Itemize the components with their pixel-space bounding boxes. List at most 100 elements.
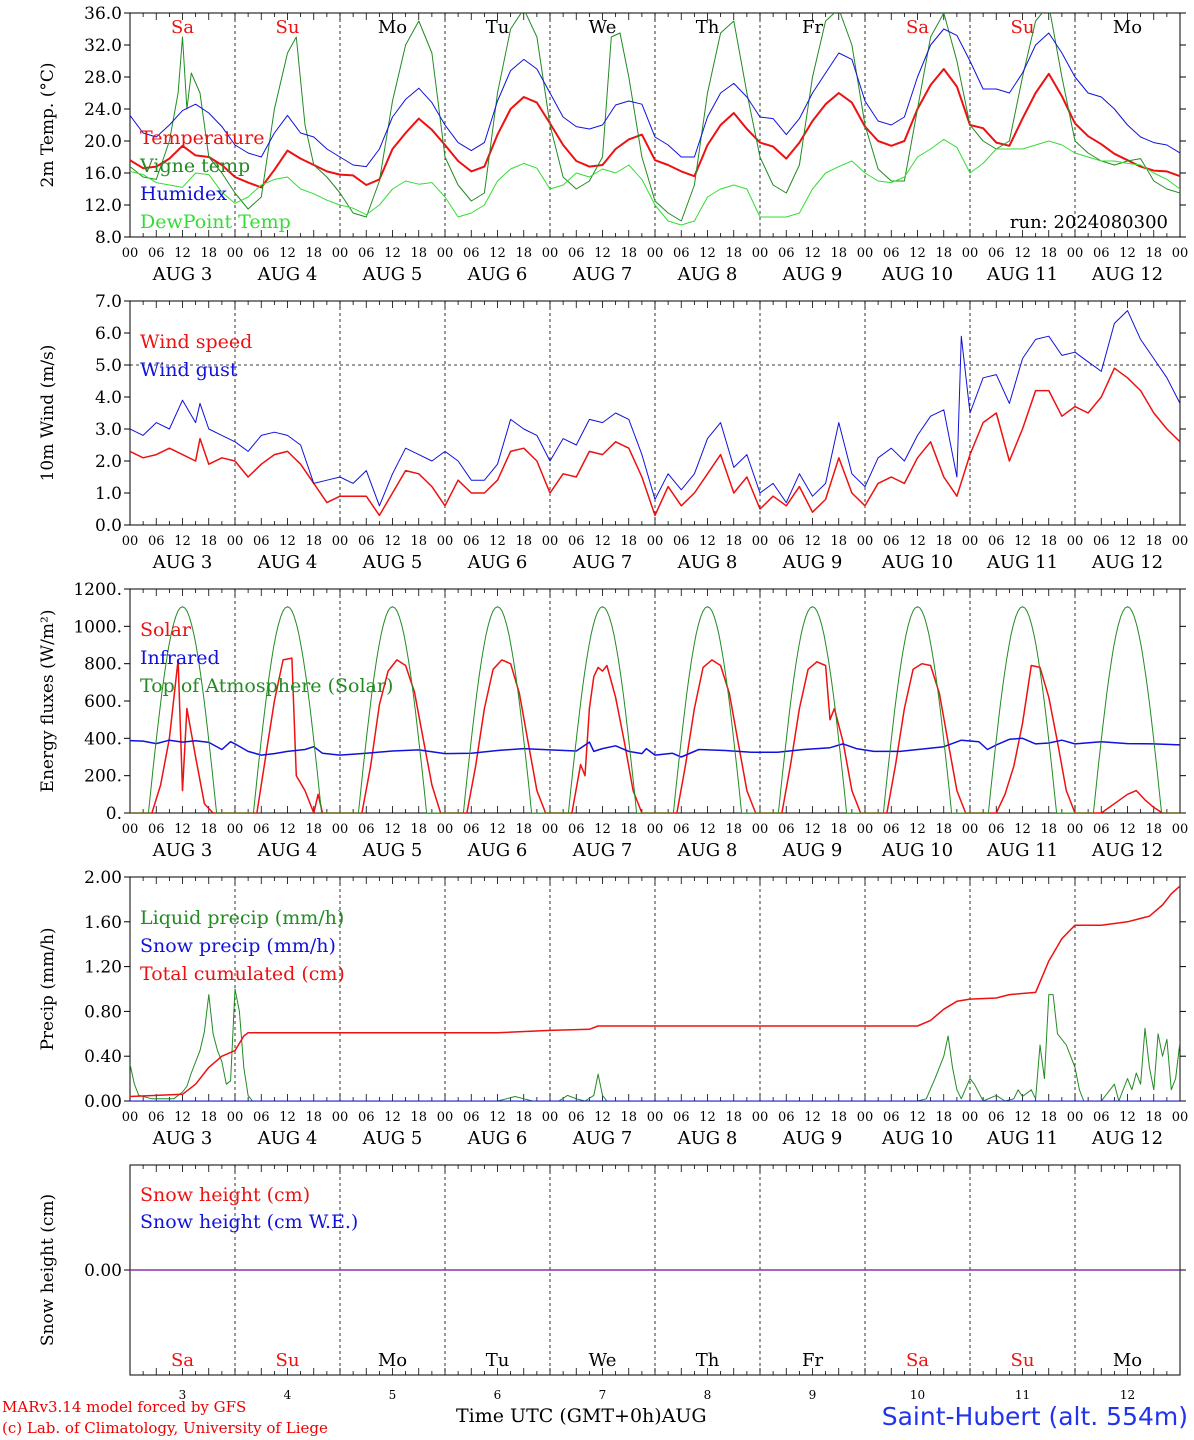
chart-panel-precip: 0.00 0.40 0.80 1.20 1.60 2.00 Precip (mm/h) 00 0… — [38, 868, 1188, 1149]
weekday-label: Su — [276, 17, 300, 38]
weekday-label: Mo — [378, 1350, 407, 1371]
y-tick-label: 12.0 — [84, 196, 122, 216]
x-day-number: 5 — [389, 1388, 397, 1402]
x-hour-label: 12 — [1119, 246, 1136, 261]
x-hour-label: 18 — [1145, 822, 1162, 837]
x-hour-label: 06 — [463, 246, 480, 261]
x-hour-label: 00 — [122, 246, 139, 261]
weekday-label: We — [589, 17, 617, 38]
legend-entry: Liquid precip (mm/h) — [140, 907, 344, 929]
x-hour-label: 12 — [174, 1110, 191, 1125]
x-hour-label: 12 — [594, 246, 611, 261]
series-line-wind-gust — [130, 310, 1180, 507]
plot-frame — [129, 300, 1181, 526]
chart-panel-energy: 0. 200. 400. 600. 800. 1000. 1200. Energy fluxe… — [38, 580, 1188, 861]
weekday-label: Th — [696, 17, 720, 38]
x-day-number: 7 — [599, 1388, 607, 1402]
x-date-label: AUG 10 — [881, 264, 953, 285]
x-hour-label: 06 — [568, 822, 585, 837]
x-hour-label: 00 — [857, 246, 874, 261]
y-tick-label: 5.0 — [95, 356, 122, 376]
x-hour-label: 06 — [673, 822, 690, 837]
legend-entry: Vigne temp — [139, 155, 250, 177]
x-date-label: AUG 3 — [152, 552, 213, 573]
x-hour-label: 06 — [358, 1110, 375, 1125]
x-hour-label: 12 — [1119, 534, 1136, 549]
x-hour-label: 18 — [1040, 1110, 1057, 1125]
x-hour-label: 12 — [279, 534, 296, 549]
x-hour-label: 18 — [410, 1110, 427, 1125]
x-hour-label: 18 — [620, 534, 637, 549]
x-hour-label: 06 — [883, 534, 900, 549]
y-tick-label: 800. — [84, 655, 122, 675]
x-hour-label: 12 — [489, 534, 506, 549]
x-hour-label: 12 — [174, 822, 191, 837]
x-hour-label: 12 — [594, 1110, 611, 1125]
x-hour-label: 18 — [725, 822, 742, 837]
chart-panel-wind: 0.0 1.0 2.0 3.0 4.0 5.0 6.0 7.0 10m Wind (m/s) 00… — [38, 292, 1188, 573]
x-hour-label: 18 — [410, 246, 427, 261]
x-date-label: AUG 8 — [677, 1128, 738, 1149]
x-hour-label: 06 — [148, 246, 165, 261]
x-hour-label: 06 — [1093, 534, 1110, 549]
x-hour-label: 06 — [253, 822, 270, 837]
legend-entry: Top of Atmosphere (Solar) — [140, 675, 393, 697]
x-hour-label: 18 — [830, 822, 847, 837]
x-date-label: AUG 6 — [467, 264, 528, 285]
y-tick-label: 3.0 — [95, 420, 122, 440]
x-date-label: AUG 4 — [257, 552, 318, 573]
y-axis-label: Snow height (cm) — [38, 1194, 58, 1346]
x-hour-label: 06 — [673, 534, 690, 549]
x-hour-label: 12 — [804, 1110, 821, 1125]
x-date-label: AUG 9 — [782, 264, 843, 285]
x-hour-label: 18 — [830, 246, 847, 261]
x-hour-label: 12 — [804, 822, 821, 837]
x-hour-label: 12 — [699, 1110, 716, 1125]
x-hour-label: 12 — [489, 822, 506, 837]
series-line-liquid-precip-mm-h — [130, 988, 1180, 1101]
x-hour-label: 00 — [1172, 822, 1189, 837]
station-title: Saint-Hubert (alt. 554m) — [881, 1402, 1188, 1431]
x-hour-label: 00 — [1172, 246, 1189, 261]
x-day-number: 3 — [179, 1388, 187, 1402]
x-day-number: 9 — [809, 1388, 817, 1402]
series-line-vigne-temp — [130, 13, 1180, 222]
x-hour-label: 00 — [962, 246, 979, 261]
x-hour-label: 00 — [962, 534, 979, 549]
weekday-label: Mo — [378, 17, 407, 38]
x-hour-label: 06 — [988, 534, 1005, 549]
x-hour-label: 00 — [752, 246, 769, 261]
legend-entry: Infrared — [140, 647, 220, 669]
x-hour-label: 18 — [935, 822, 952, 837]
y-axis-label: 10m Wind (m/s) — [38, 345, 58, 482]
x-hour-label: 12 — [384, 246, 401, 261]
x-date-label: AUG 5 — [362, 552, 423, 573]
x-hour-label: 00 — [1172, 534, 1189, 549]
x-hour-label: 00 — [437, 246, 454, 261]
x-hour-label: 00 — [1172, 1110, 1189, 1125]
x-hour-label: 06 — [1093, 1110, 1110, 1125]
x-hour-label: 18 — [935, 246, 952, 261]
x-hour-label: 12 — [1014, 246, 1031, 261]
weekday-label: Sa — [171, 17, 194, 38]
x-hour-label: 18 — [1040, 822, 1057, 837]
x-date-label: AUG 10 — [881, 1128, 953, 1149]
x-hour-label: 18 — [305, 822, 322, 837]
weekday-label: We — [589, 1350, 617, 1371]
x-hour-label: 00 — [332, 534, 349, 549]
x-axis-title: Time UTC (GMT+0h)AUG — [456, 1405, 707, 1427]
y-tick-label: 2.0 — [95, 452, 122, 472]
x-hour-label: 00 — [542, 534, 559, 549]
x-hour-label: 12 — [1014, 822, 1031, 837]
x-hour-label: 00 — [332, 822, 349, 837]
x-hour-label: 18 — [620, 1110, 637, 1125]
x-day-number: 4 — [284, 1388, 292, 1402]
series-line-humidex — [130, 28, 1180, 168]
x-hour-label: 18 — [515, 1110, 532, 1125]
x-hour-label: 18 — [830, 1110, 847, 1125]
x-hour-label: 18 — [1145, 1110, 1162, 1125]
x-hour-label: 06 — [148, 534, 165, 549]
x-hour-label: 00 — [962, 1110, 979, 1125]
legend-entry: Snow precip (mm/h) — [140, 935, 336, 957]
x-hour-label: 00 — [857, 1110, 874, 1125]
